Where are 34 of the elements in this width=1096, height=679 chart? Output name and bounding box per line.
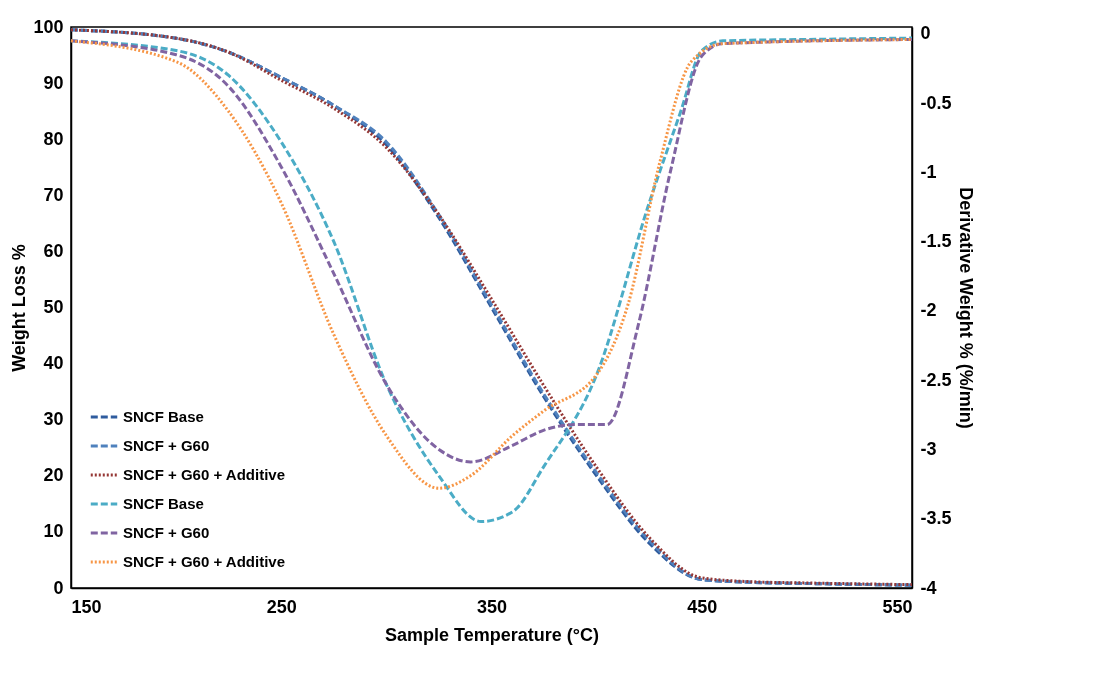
y2-tick-label: -3.5 [920, 508, 952, 529]
legend-label: SNCF + G60 [123, 437, 210, 454]
y-tick-label: 20 [43, 465, 64, 486]
x-tick-label: 150 [71, 596, 102, 617]
legend-label: SNCF Base [123, 408, 204, 425]
legend-label: SNCF + G60 + Additive [123, 466, 285, 483]
y-tick-label: 60 [43, 240, 64, 261]
legend-label: SNCF + G60 + Additive [123, 553, 285, 570]
legend-label: SNCF + G60 [123, 524, 210, 541]
x-tick-label: 550 [882, 596, 913, 617]
y2-tick-label: -0.5 [920, 92, 952, 113]
y2-tick-label: -2.5 [920, 369, 952, 390]
y-tick-label: 90 [43, 72, 64, 93]
y2-axis-title: Derivative Weight % (%/min) [955, 187, 976, 429]
y-tick-label: 40 [43, 353, 64, 374]
y2-tick-label: -1 [920, 161, 937, 182]
legend-label: SNCF Base [123, 495, 204, 512]
x-tick-label: 250 [266, 596, 297, 617]
y-tick-label: 50 [43, 297, 64, 317]
y-tick-label: 100 [33, 16, 64, 37]
y2-tick-label: -3 [920, 438, 937, 459]
y2-tick-label: 0 [920, 23, 931, 44]
y-tick-label: 80 [43, 128, 64, 149]
y2-tick-label: -4 [920, 577, 937, 598]
x-axis-title: Sample Temperature (°C) [385, 624, 599, 645]
y-tick-label: 70 [43, 184, 64, 205]
y2-tick-label: -1.5 [920, 231, 952, 252]
y-axis-title: Weight Loss % [9, 244, 30, 372]
y-tick-label: 10 [43, 521, 64, 542]
x-tick-label: 350 [476, 596, 508, 617]
y-tick-label: 0 [53, 577, 64, 598]
y-tick-label: 30 [43, 409, 64, 430]
x-tick-label: 450 [687, 596, 718, 617]
y2-tick-label: -2 [920, 300, 937, 321]
